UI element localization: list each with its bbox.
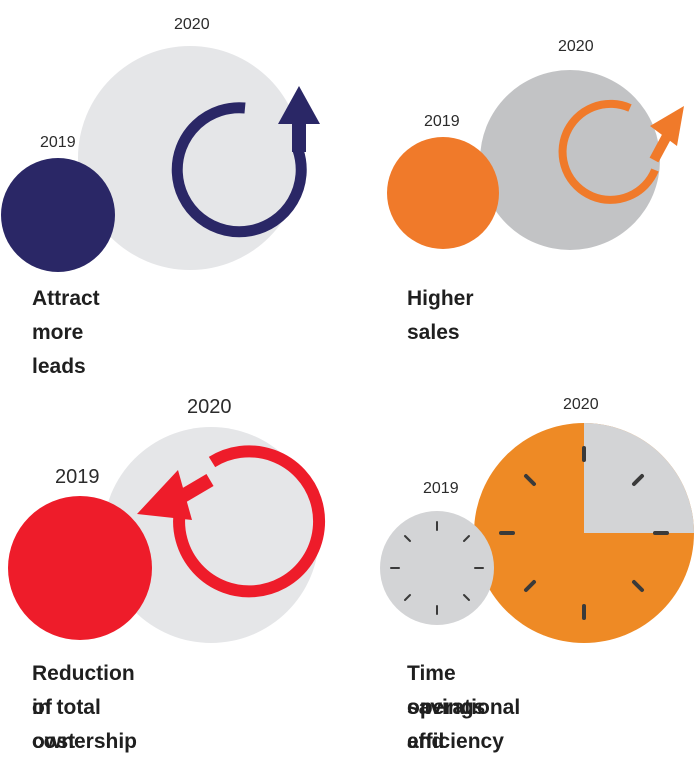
time-year-2020: 2020 — [563, 396, 599, 413]
cost-caption-line1: Reduction in total cost — [32, 662, 135, 753]
cost-year-2020: 2020 — [187, 396, 232, 418]
leads-2020-circle — [78, 46, 302, 270]
leads-year-2019: 2019 — [40, 134, 76, 151]
cycle-arrow-left-icon — [137, 445, 325, 598]
leads-caption: Attract more leads — [32, 287, 100, 378]
sales-2019-circle — [387, 137, 499, 249]
sales-caption: Higher sales — [407, 287, 474, 344]
sales-year-2019: 2019 — [424, 113, 460, 130]
time-caption-line2: operational efficiency — [407, 696, 521, 753]
cost-2019-circle — [8, 496, 152, 640]
leads-2019-circle — [1, 158, 115, 272]
time-2020-clock-ticks — [499, 446, 669, 620]
leads-year-2020: 2020 — [174, 16, 210, 33]
sales-year-2020: 2020 — [558, 38, 594, 55]
time-2019-clock-ticks — [390, 521, 484, 615]
cost-year-2019: 2019 — [55, 466, 100, 488]
cycle-arrow-diagonal-icon — [558, 99, 684, 204]
time-caption-line1: Time savings and — [407, 662, 486, 753]
clock-icon — [380, 423, 694, 643]
cycle-arrow-up-icon — [171, 86, 320, 238]
sales-2020-circle — [480, 70, 660, 250]
time-year-2019: 2019 — [423, 480, 459, 497]
